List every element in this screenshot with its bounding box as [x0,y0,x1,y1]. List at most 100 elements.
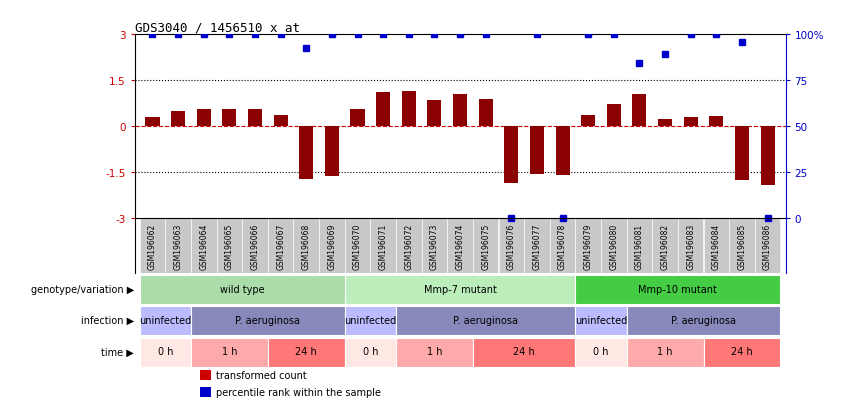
Text: GSM196075: GSM196075 [481,223,490,269]
Bar [345,338,396,367]
Text: P. aeruginosa: P. aeruginosa [671,315,736,325]
Bar [293,218,319,274]
Bar [704,338,780,367]
Bar [376,93,391,127]
Bar [140,275,345,304]
Text: GSM196084: GSM196084 [712,223,720,269]
Bar [627,306,780,335]
Bar [633,95,647,127]
Text: GSM196070: GSM196070 [353,223,362,269]
Text: GSM196062: GSM196062 [148,223,157,269]
Text: GSM196065: GSM196065 [225,223,233,269]
Bar [729,218,755,274]
Bar [248,110,262,127]
Bar [140,338,191,367]
Bar [140,218,165,274]
Bar [575,275,780,304]
Text: GSM196076: GSM196076 [507,223,516,269]
Text: 0 h: 0 h [363,347,378,356]
Bar [498,218,524,274]
Bar [200,387,212,397]
Bar [556,127,569,176]
Text: infection ▶: infection ▶ [81,315,134,325]
Bar [427,101,442,127]
Text: percentile rank within the sample: percentile rank within the sample [216,387,381,397]
Bar [222,110,236,127]
Text: 24 h: 24 h [295,347,317,356]
Text: GSM196082: GSM196082 [661,223,669,269]
Bar [345,306,396,335]
Bar [704,218,729,274]
Bar [319,218,345,274]
Text: uninfected: uninfected [139,315,192,325]
Text: GSM196067: GSM196067 [276,223,285,269]
Bar [709,117,723,127]
Bar [396,338,473,367]
Text: GSM196063: GSM196063 [174,223,182,269]
Bar [191,218,216,274]
Text: 1 h: 1 h [657,347,673,356]
Text: 1 h: 1 h [427,347,442,356]
Text: GSM196079: GSM196079 [583,223,593,269]
Bar [345,275,575,304]
Bar [371,218,396,274]
Bar [273,115,287,127]
Bar [396,218,422,274]
Text: GSM196083: GSM196083 [687,223,695,269]
Bar [396,306,575,335]
Bar [197,110,211,127]
Bar [351,110,365,127]
Bar [242,218,268,274]
Text: 0 h: 0 h [593,347,608,356]
Text: time ▶: time ▶ [101,347,134,356]
Bar [453,95,467,127]
Bar [299,127,313,180]
Text: P. aeruginosa: P. aeruginosa [235,315,300,325]
Bar [217,218,242,274]
Text: wild type: wild type [220,284,265,294]
Text: 24 h: 24 h [731,347,753,356]
Text: GSM196081: GSM196081 [635,223,644,269]
Bar [529,127,544,174]
Bar [478,100,493,127]
Text: uninfected: uninfected [575,315,627,325]
Bar [422,218,447,274]
Text: GSM196068: GSM196068 [302,223,311,269]
Text: GSM196078: GSM196078 [558,223,567,269]
Bar [582,116,595,127]
Bar [200,370,212,380]
Bar [165,218,191,274]
Bar [607,105,621,127]
Text: GSM196077: GSM196077 [532,223,542,269]
Text: transformed count: transformed count [216,370,306,380]
Bar [268,338,345,367]
Bar [268,218,293,274]
Bar [140,306,191,335]
Bar [325,127,339,176]
Bar [575,218,601,274]
Text: GSM196080: GSM196080 [609,223,618,269]
Bar [652,218,678,274]
Bar [171,112,185,127]
Text: GSM196072: GSM196072 [404,223,413,269]
Bar [575,338,627,367]
Text: genotype/variation ▶: genotype/variation ▶ [30,284,134,294]
Text: P. aeruginosa: P. aeruginosa [453,315,518,325]
Bar [447,218,473,274]
Bar [146,118,160,127]
Text: 1 h: 1 h [221,347,237,356]
Bar [402,92,416,127]
Bar [345,218,371,274]
Text: GSM196071: GSM196071 [378,223,388,269]
Text: GSM196066: GSM196066 [251,223,260,269]
Bar [678,218,703,274]
Text: GSM196073: GSM196073 [430,223,439,269]
Bar [658,119,672,127]
Bar [524,218,549,274]
Bar [684,118,698,127]
Text: GDS3040 / 1456510_x_at: GDS3040 / 1456510_x_at [135,21,299,34]
Text: uninfected: uninfected [345,315,397,325]
Text: GSM196064: GSM196064 [200,223,208,269]
Text: GSM196074: GSM196074 [456,223,464,269]
Bar [575,306,627,335]
